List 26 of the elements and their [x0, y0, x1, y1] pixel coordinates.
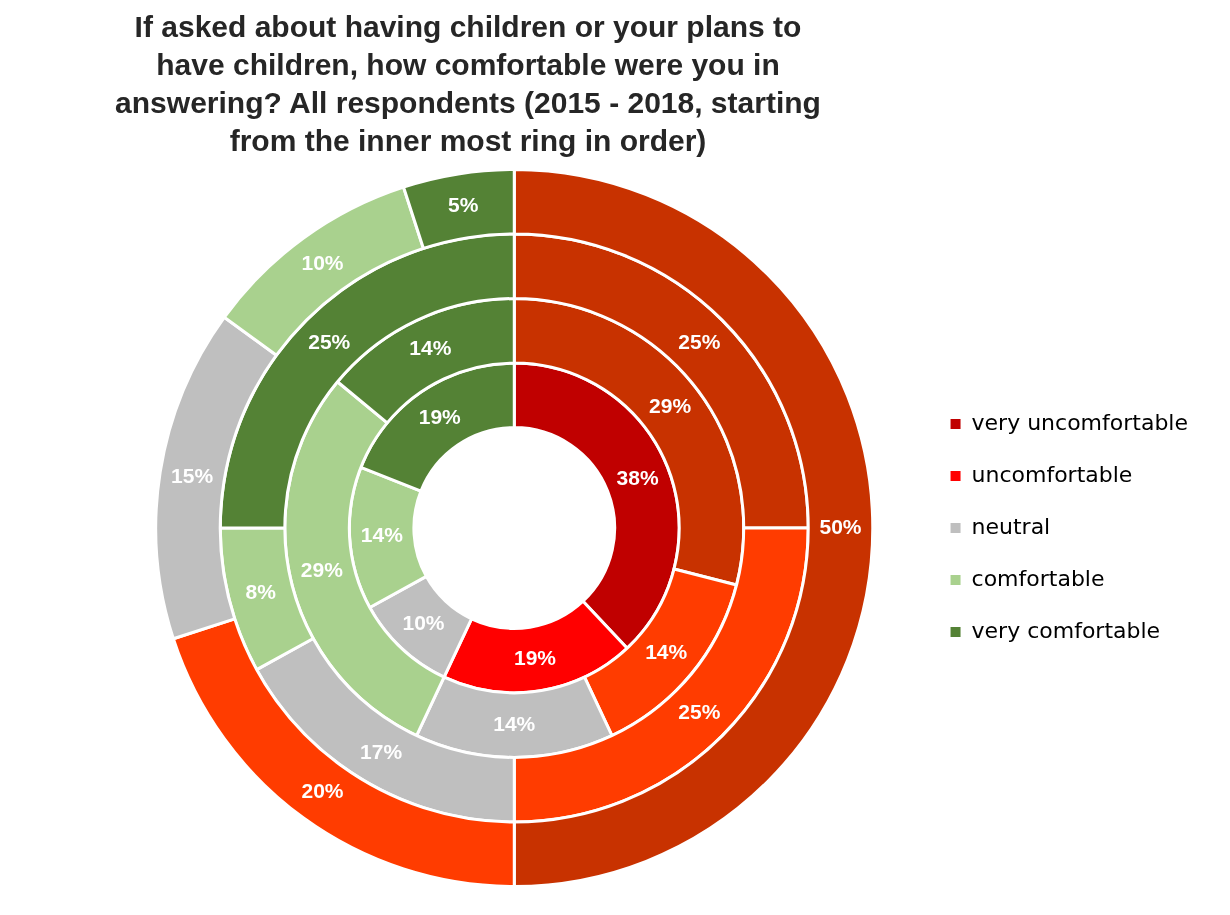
data-label: 19%	[514, 645, 557, 669]
data-label: 25%	[678, 699, 721, 723]
data-label: 50%	[819, 514, 862, 538]
data-label: 25%	[678, 329, 721, 353]
chart-title: If asked about having children or your plans to have children, how comfortable were you in answering? All respondents (2015 - 2018, starting from the inner most ring in order)	[114, 9, 822, 159]
data-label: 5%	[448, 192, 479, 216]
legend-label: comfortable	[971, 565, 1105, 591]
data-label: 29%	[649, 393, 692, 417]
legend-label: very uncomfortable	[971, 409, 1189, 435]
data-label: 14%	[493, 711, 536, 735]
data-label: 38%	[616, 465, 659, 489]
data-label: 29%	[300, 557, 344, 581]
data-label: 19%	[418, 405, 462, 429]
data-label: 17%	[360, 740, 403, 764]
data-label: 10%	[301, 250, 344, 274]
legend-label: uncomfortable	[971, 461, 1133, 487]
data-label: 14%	[645, 640, 688, 664]
data-label: 8%	[245, 579, 277, 603]
data-label: 25%	[308, 329, 351, 353]
data-label: 14%	[360, 523, 404, 547]
data-label: 15%	[171, 463, 214, 487]
data-label: 10%	[402, 611, 445, 635]
legend-label: very comfortable	[971, 617, 1161, 643]
data-label: 20%	[301, 778, 344, 802]
legend-label: neutral	[971, 513, 1051, 539]
data-label: 14%	[409, 336, 452, 360]
